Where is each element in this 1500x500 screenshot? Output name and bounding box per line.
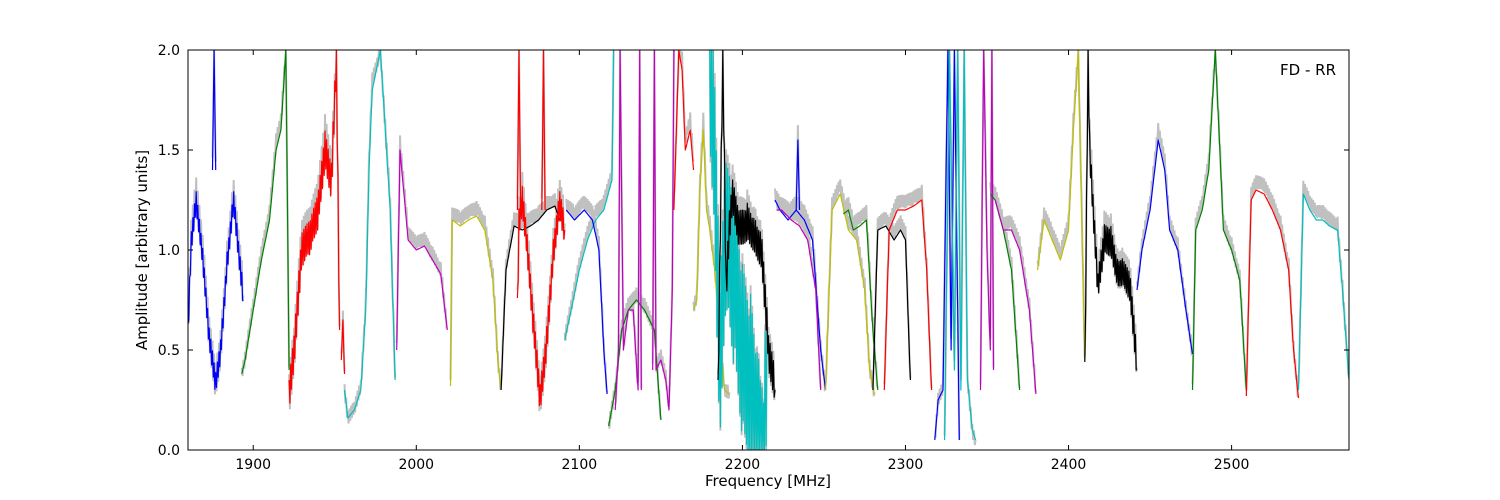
- series-segment: [1136, 139, 1194, 355]
- x-axis-label: Frequency [MHz]: [705, 472, 831, 490]
- series-segment: [944, 50, 977, 441]
- series-segment: [188, 191, 244, 390]
- series-segment: [652, 50, 675, 411]
- series-segment: [1037, 50, 1086, 361]
- series-segment: [614, 50, 642, 411]
- y-tick-label: 2.0: [158, 43, 180, 59]
- series-segment: [396, 149, 448, 351]
- series-segment: [717, 50, 776, 398]
- x-tick-label: 2400: [1051, 457, 1087, 473]
- series-segment-group: [188, 50, 1349, 450]
- y-axis-label: Amplitude [arbitrary units]: [133, 150, 151, 350]
- y-tick-label: 0.0: [158, 443, 180, 459]
- series-segment: [825, 193, 876, 395]
- series-segment: [994, 199, 1037, 395]
- background-trace: [871, 212, 912, 385]
- background-trace: [994, 188, 1037, 393]
- series-segment: [934, 50, 960, 441]
- series-segment: [288, 50, 341, 404]
- series-segment: [241, 50, 290, 375]
- series-segment: [883, 199, 933, 391]
- series-segment: [843, 209, 879, 391]
- series-segment: [774, 199, 827, 391]
- background-trace: [516, 171, 566, 412]
- series-segment: [516, 185, 566, 407]
- background-trace: [500, 193, 561, 385]
- x-axis: 1900 2000 2100 2200 2300 2400 2500: [235, 50, 1249, 473]
- background-trace: [883, 184, 933, 389]
- series-segment: [673, 50, 695, 211]
- series-segment: [449, 215, 502, 391]
- series-segment: [795, 139, 801, 211]
- y-tick-label: 1.5: [158, 143, 180, 159]
- series-segment: [979, 50, 995, 391]
- plot-area: [188, 50, 1349, 450]
- x-tick-label: 2200: [725, 457, 761, 473]
- series-segment: [516, 50, 522, 211]
- x-tick-label: 2500: [1214, 457, 1250, 473]
- x-tick-label: 2100: [562, 457, 598, 473]
- y-tick-label: 0.5: [158, 343, 180, 359]
- series-segment: [872, 225, 911, 391]
- x-tick-label: 1900: [235, 457, 271, 473]
- series-segment: [211, 50, 217, 171]
- series-segment: [541, 50, 546, 211]
- y-axis: 0.0 0.5 1.0 1.5 2.0: [158, 43, 1349, 459]
- x-tick-label: 2000: [398, 457, 434, 473]
- series-segment: [565, 209, 608, 395]
- series-segment: [1297, 193, 1349, 391]
- series-segment: [1245, 189, 1300, 399]
- series-segment: [500, 205, 561, 391]
- series-segment: [1191, 50, 1247, 391]
- y-tick-label: 1.0: [158, 243, 180, 259]
- series-segment: [692, 129, 730, 395]
- x-tick-label: 2300: [888, 457, 924, 473]
- series-segment: [343, 50, 396, 419]
- background-trace: [563, 50, 615, 341]
- panel-annotation: FD - RR: [1280, 61, 1336, 79]
- series-segment: [340, 319, 346, 375]
- series-segment: [564, 50, 615, 341]
- series-segment: [1084, 50, 1138, 371]
- series-segment: [776, 209, 822, 391]
